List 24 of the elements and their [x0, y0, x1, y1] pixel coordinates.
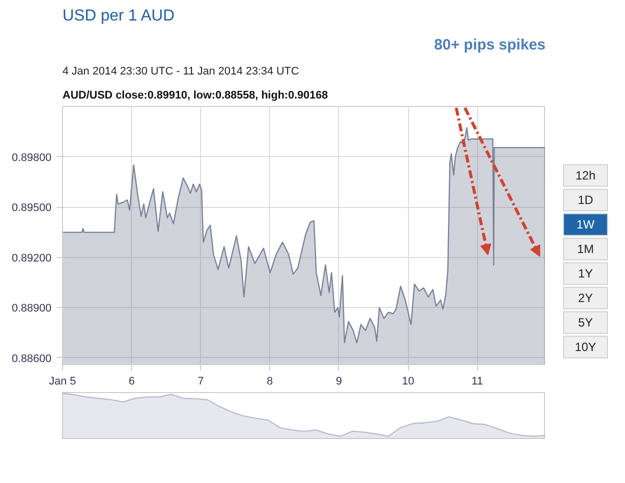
text: 1M [577, 242, 594, 256]
chart-title: USD per 1 AUD [62, 8, 175, 24]
y-tick-label: 0.89200 [12, 252, 52, 264]
text: AUD/USD close:0.89910, low:0.88558, high:0.90168 [62, 90, 328, 102]
x-tick-label: 11 [472, 376, 483, 388]
text: 2Y [578, 291, 593, 306]
y-tick-label: 0.88900 [12, 302, 52, 315]
text: 80+ pips spikes [434, 36, 546, 54]
x-tick-label: Jan 5 [49, 376, 76, 388]
x-tick-label: 10 [402, 376, 414, 388]
text: 1Y [578, 266, 593, 281]
x-tick-label: 8 [266, 376, 273, 388]
y-tick-label: 0.89800 [12, 152, 52, 164]
x-tick-label: 6 [128, 376, 135, 388]
y-tick-label: 0.89500 [12, 202, 52, 214]
text: 1W [576, 218, 596, 232]
text: 12h [575, 168, 596, 183]
x-tick-label: 9 [336, 376, 342, 388]
text: 5Y [578, 316, 593, 330]
text: 10Y [574, 340, 596, 354]
text: 1D [578, 193, 594, 208]
y-tick-label: 0.88600 [12, 352, 52, 365]
chart-subtitle: 4 Jan 2014 23:30 UTC - 11 Jan 2014 23:34 UTC [62, 66, 299, 78]
x-tick-label: 7 [198, 376, 204, 388]
